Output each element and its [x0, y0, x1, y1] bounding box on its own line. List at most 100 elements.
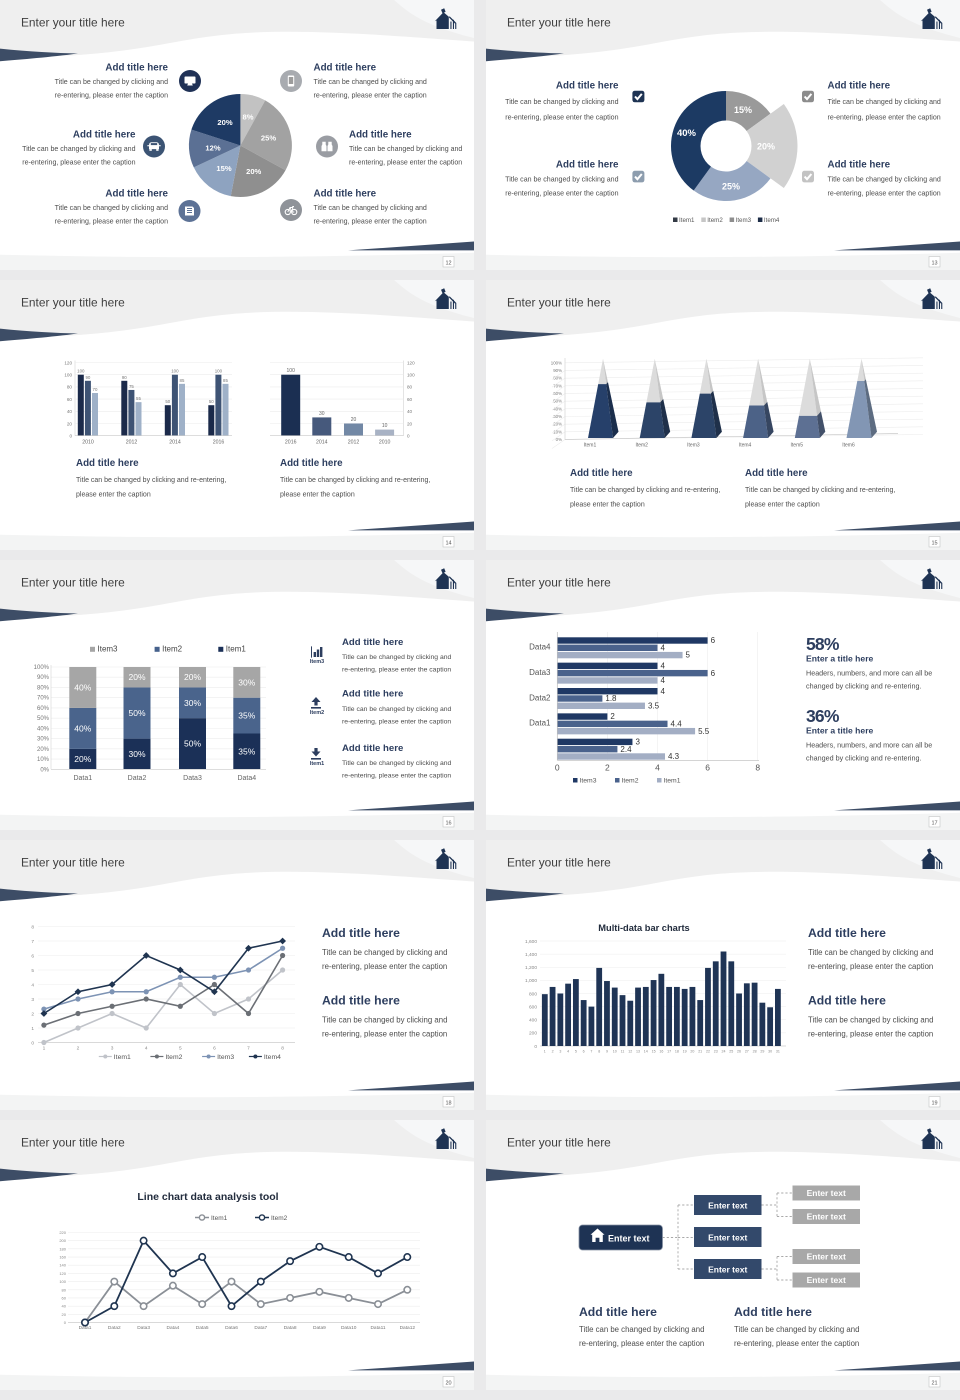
svg-text:60%: 60% [553, 391, 562, 396]
svg-text:75: 75 [129, 384, 134, 389]
svg-text:12: 12 [628, 1050, 632, 1054]
svg-text:1,600: 1,600 [525, 939, 537, 945]
svg-text:re-entering, please enter the: re-entering, please enter the caption [314, 219, 427, 226]
svg-text:Item2: Item2 [165, 1054, 182, 1061]
svg-text:Title can be changed by clicki: Title can be changed by clicking and [342, 706, 452, 713]
svg-text:20: 20 [445, 1381, 451, 1387]
svg-text:1.8: 1.8 [605, 694, 617, 703]
svg-text:25%: 25% [722, 182, 740, 192]
svg-text:0%: 0% [40, 767, 49, 773]
svg-text:21: 21 [698, 1050, 702, 1054]
svg-text:0: 0 [31, 1040, 34, 1046]
svg-text:10%: 10% [37, 757, 50, 763]
svg-text:50: 50 [165, 399, 170, 404]
svg-text:Item1: Item1 [664, 777, 681, 784]
svg-text:40: 40 [407, 409, 413, 414]
svg-text:70%: 70% [37, 696, 50, 702]
svg-text:29: 29 [760, 1050, 764, 1054]
svg-text:Data1: Data1 [529, 719, 551, 728]
svg-text:12: 12 [445, 261, 451, 267]
svg-text:19: 19 [931, 1101, 937, 1107]
svg-text:9: 9 [606, 1050, 608, 1054]
svg-text:Item1: Item1 [584, 443, 597, 449]
svg-text:Headers, numbers, and more can: Headers, numbers, and more can all be [806, 740, 932, 749]
svg-text:Title can be changed by clicki: Title can be changed by clicking and [22, 146, 135, 153]
svg-text:30%: 30% [238, 677, 255, 687]
svg-text:70: 70 [93, 387, 98, 392]
svg-text:25%: 25% [261, 134, 276, 143]
svg-text:Item3: Item3 [217, 1054, 234, 1061]
svg-text:5: 5 [31, 968, 34, 974]
svg-text:Item6: Item6 [842, 443, 855, 449]
svg-text:6: 6 [31, 953, 34, 959]
svg-text:4: 4 [661, 676, 666, 685]
svg-text:85: 85 [223, 378, 228, 383]
svg-text:re-entering, please enter the: re-entering, please enter the caption [322, 1030, 447, 1039]
svg-text:120: 120 [407, 360, 415, 365]
svg-text:100: 100 [287, 368, 296, 374]
svg-text:40%: 40% [677, 128, 697, 139]
svg-text:Title can be changed by clicki: Title can be changed by clicking and [828, 176, 941, 183]
svg-text:6: 6 [705, 763, 710, 773]
svg-text:5: 5 [575, 1050, 577, 1054]
svg-text:2016: 2016 [213, 440, 225, 446]
svg-text:120: 120 [64, 360, 72, 365]
svg-text:14: 14 [445, 541, 451, 547]
svg-text:7: 7 [590, 1050, 592, 1054]
svg-text:0: 0 [534, 1044, 537, 1050]
svg-text:Data11: Data11 [370, 1325, 385, 1331]
svg-text:Title can be changed by clicki: Title can be changed by clicking and [505, 99, 618, 106]
svg-text:Item4: Item4 [264, 1054, 281, 1061]
svg-text:3: 3 [111, 1046, 114, 1052]
svg-text:Data3: Data3 [183, 775, 202, 782]
svg-text:re-entering, please enter the: re-entering, please enter the caption [22, 160, 135, 167]
svg-text:Title can be changed by clicki: Title can be changed by clicking and [322, 1016, 447, 1025]
svg-text:re-entering, please enter the: re-entering, please enter the caption [55, 219, 168, 226]
svg-text:re-entering, please enter the: re-entering, please enter the caption [579, 1339, 704, 1348]
svg-text:Title can be changed by clicki: Title can be changed by clicking and [314, 205, 427, 212]
svg-text:70%: 70% [553, 383, 562, 388]
svg-text:120: 120 [59, 1271, 66, 1276]
svg-text:1: 1 [544, 1050, 546, 1054]
svg-text:8: 8 [281, 1046, 284, 1052]
svg-text:re-entering, please enter the: re-entering, please enter the caption [808, 962, 933, 971]
svg-text:40%: 40% [74, 723, 91, 733]
svg-text:Data2: Data2 [529, 693, 551, 702]
svg-text:13: 13 [636, 1050, 640, 1054]
svg-text:0: 0 [407, 434, 410, 439]
svg-text:Item4: Item4 [739, 443, 752, 449]
svg-text:20: 20 [407, 421, 413, 426]
svg-text:re-entering, please enter the: re-entering, please enter the caption [322, 962, 447, 971]
svg-text:160: 160 [59, 1255, 66, 1260]
svg-text:Data12: Data12 [400, 1325, 416, 1331]
svg-text:40: 40 [67, 409, 73, 414]
svg-text:25: 25 [729, 1050, 733, 1054]
svg-text:100: 100 [77, 369, 85, 374]
svg-text:Title can be changed by clicki: Title can be changed by clicking and [55, 205, 168, 212]
svg-text:23: 23 [714, 1050, 718, 1054]
svg-text:13: 13 [931, 261, 937, 267]
svg-text:Title can be changed by clicki: Title can be changed by clicking and re-… [745, 487, 895, 494]
svg-text:40: 40 [62, 1304, 67, 1309]
svg-text:30%: 30% [37, 737, 50, 743]
svg-text:Item3: Item3 [687, 443, 700, 449]
svg-text:Data6: Data6 [225, 1325, 238, 1331]
svg-text:80: 80 [62, 1287, 67, 1292]
svg-text:26: 26 [737, 1050, 741, 1054]
svg-text:changed by clicking and re-ent: changed by clicking and re-entering. [806, 682, 921, 691]
svg-text:Item2: Item2 [310, 710, 324, 716]
svg-text:200: 200 [59, 1238, 66, 1243]
svg-text:Data5: Data5 [196, 1325, 209, 1331]
svg-text:16: 16 [659, 1050, 663, 1054]
svg-text:Add title here: Add title here [280, 458, 343, 469]
svg-text:100: 100 [407, 373, 415, 378]
svg-text:60: 60 [407, 397, 413, 402]
svg-text:15: 15 [931, 541, 937, 547]
svg-text:Add title here: Add title here [322, 926, 400, 940]
svg-text:100: 100 [59, 1279, 66, 1284]
svg-text:20%: 20% [74, 754, 91, 764]
svg-text:60%: 60% [37, 706, 50, 712]
svg-text:re-entering, please enter the: re-entering, please enter the caption [55, 93, 168, 100]
svg-text:Item1: Item1 [310, 761, 324, 767]
svg-text:15%: 15% [734, 105, 752, 115]
